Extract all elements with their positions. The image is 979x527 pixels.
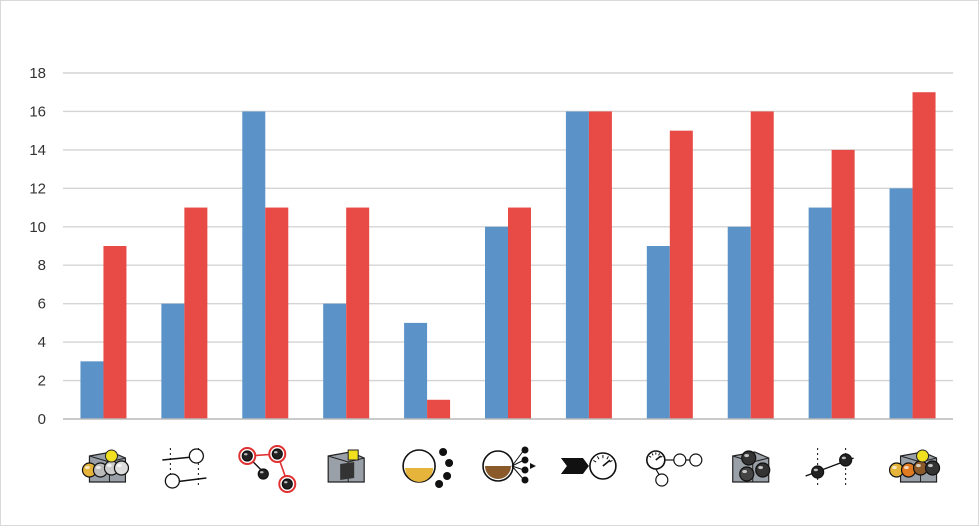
y-tick-label: 4: [38, 334, 46, 351]
y-tick-label: 6: [38, 296, 46, 313]
chart-box-icon: [327, 449, 365, 483]
category-icons: [81, 445, 941, 493]
comparison-gates-icon: [162, 448, 207, 489]
y-tick-label: 0: [38, 411, 46, 428]
bar-series-1: [485, 226, 508, 419]
y-axis: 0 2 4 6 8 10 12 14 16 18: [29, 65, 46, 428]
bar-series-1: [889, 188, 913, 419]
bar-series-2: [588, 111, 612, 419]
y-tick-label: 16: [29, 103, 46, 120]
bar-series-2: [427, 399, 451, 419]
bar-series-1: [242, 111, 266, 419]
bar-series-1: [808, 207, 832, 419]
resource-balls-icon: [81, 449, 130, 483]
bar-series-1: [565, 111, 589, 419]
bar-series-2: [184, 207, 208, 419]
dotted-line-icon: [805, 448, 854, 488]
bars: [80, 92, 936, 419]
bar-series-2: [508, 207, 531, 419]
y-tick-label: 2: [38, 373, 46, 390]
brown-fanout-icon: [482, 446, 536, 484]
bar-series-1: [323, 303, 347, 419]
box-balls-icon: [732, 450, 771, 483]
colored-balls-box-icon: [888, 449, 941, 483]
bar-series-2: [831, 149, 855, 419]
y-tick-label: 14: [29, 142, 46, 159]
bar-series-1: [727, 226, 751, 419]
bar-series-1: [646, 246, 670, 419]
bar-series-2: [346, 207, 370, 419]
yellow-dots-icon: [402, 448, 454, 488]
bar-series-2: [912, 92, 936, 419]
bar-series-1: [404, 322, 428, 419]
y-tick-label: 12: [29, 180, 46, 197]
bar-series-2: [103, 246, 127, 419]
bar-series-2: [669, 130, 693, 419]
y-tick-label: 8: [38, 257, 46, 274]
linked-nodes-icon: [238, 445, 297, 493]
bar-series-2: [265, 207, 289, 419]
y-tick-label: 18: [29, 65, 46, 82]
bar-series-1: [161, 303, 185, 419]
bar-series-1: [80, 361, 104, 419]
gauge-arrow-icon: [560, 452, 617, 480]
gauge-flow-icon: [646, 450, 703, 487]
bar-series-2: [750, 111, 774, 419]
y-tick-label: 10: [29, 219, 46, 236]
